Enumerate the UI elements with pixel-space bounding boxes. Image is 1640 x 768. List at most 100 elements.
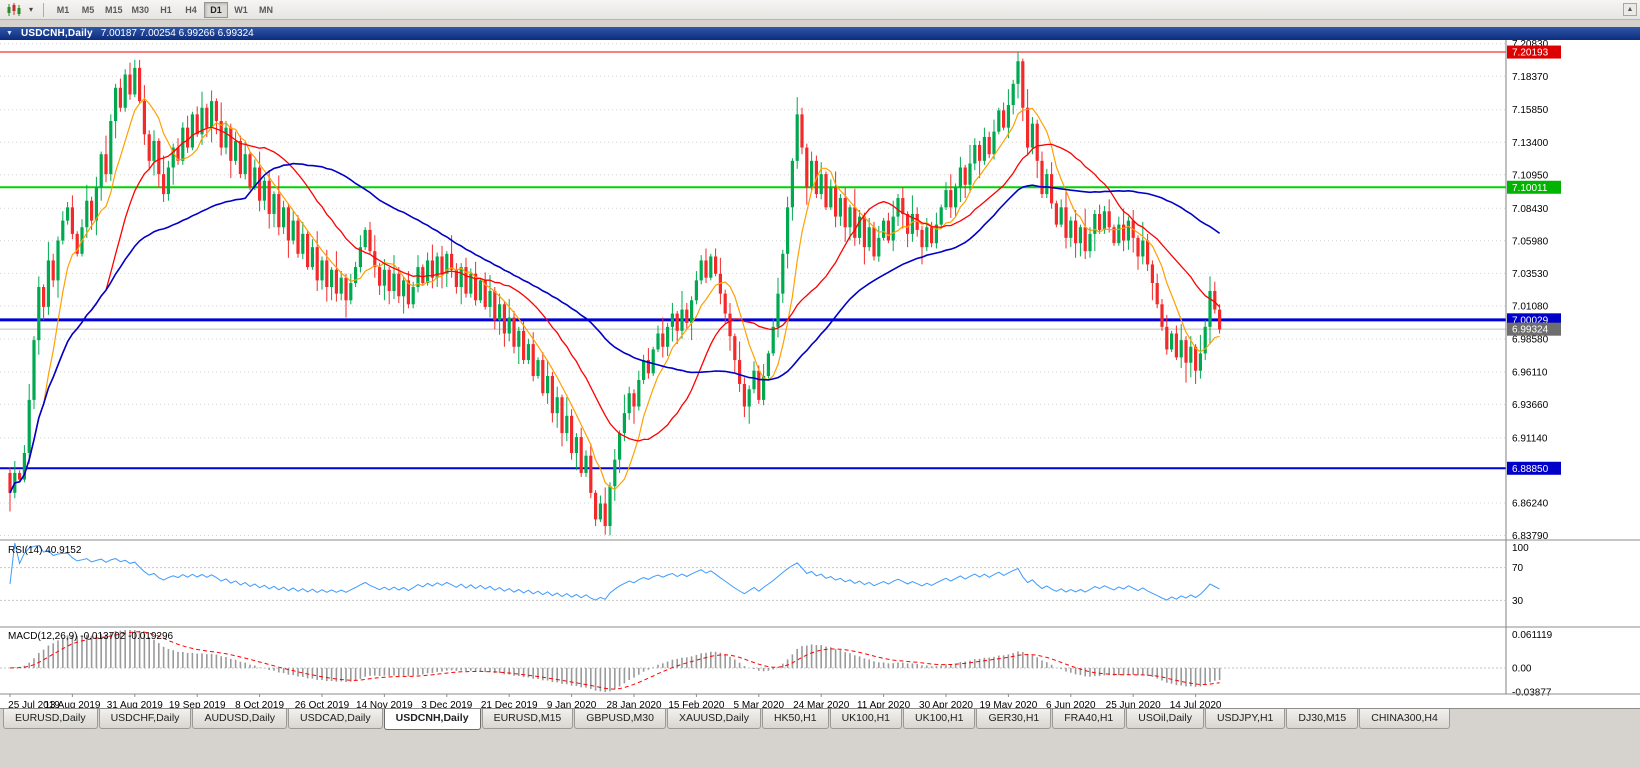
chart-title-bar[interactable]: ▼ USDCNH,Daily 7.00187 7.00254 6.99266 6…	[0, 27, 1640, 40]
chart-tab-xauusd-daily[interactable]: XAUUSD,Daily	[666, 709, 761, 729]
chart-tab-eurusd-daily[interactable]: EURUSD,Daily	[3, 709, 98, 729]
svg-text:30 Apr 2020: 30 Apr 2020	[919, 700, 973, 708]
macd-panel: 0.061119 0.00 -0.03877 MACD(12,26,9) -0.013…	[0, 630, 1553, 698]
svg-text:24 Mar 2020: 24 Mar 2020	[793, 700, 850, 708]
macd-histogram	[14, 630, 1221, 692]
candlestick-chart-type-icon[interactable]	[4, 2, 24, 18]
toolbar-overflow-button[interactable]: ▲	[1623, 3, 1637, 16]
timeframe-button-w1[interactable]: W1	[234, 4, 248, 15]
svg-text:11 Apr 2020: 11 Apr 2020	[857, 700, 911, 708]
svg-text:7.20193: 7.20193	[1512, 48, 1549, 59]
svg-text:7.08430: 7.08430	[1512, 204, 1549, 215]
svg-text:7.03530: 7.03530	[1512, 269, 1549, 280]
status-strip	[0, 731, 1640, 768]
chart-type-dropdown-icon[interactable]: ▾	[28, 5, 33, 14]
svg-text:6.86240: 6.86240	[1512, 498, 1549, 509]
svg-text:15 Feb 2020: 15 Feb 2020	[668, 700, 725, 708]
svg-text:7.01080: 7.01080	[1512, 301, 1549, 312]
timeframe-button-d1[interactable]: D1	[204, 1, 229, 18]
chart-menu-icon[interactable]: ▼	[6, 30, 13, 37]
chart-tab-uk100-h1[interactable]: UK100,H1	[829, 709, 903, 729]
chart-tab-fra40-h1[interactable]: FRA40,H1	[1052, 709, 1126, 729]
chart-title-ohlc: 7.00187 7.00254 6.99266 6.99324	[100, 28, 254, 39]
svg-text:28 Jan 2020: 28 Jan 2020	[606, 700, 661, 708]
svg-text:100: 100	[1512, 543, 1529, 554]
candlesticks	[8, 51, 1222, 536]
svg-text:30: 30	[1512, 596, 1524, 607]
rsi-label: RSI(14) 40.9152	[8, 545, 82, 556]
timeframe-button-h1[interactable]: H1	[160, 4, 172, 15]
price-gridlines	[0, 43, 1506, 536]
svg-text:0.00: 0.00	[1512, 663, 1532, 674]
svg-text:7.05980: 7.05980	[1512, 236, 1549, 247]
svg-text:6.91140: 6.91140	[1512, 433, 1548, 444]
svg-text:6.83790: 6.83790	[1512, 531, 1549, 542]
svg-text:19 May 2020: 19 May 2020	[979, 700, 1037, 708]
chart-tab-usdcad-daily[interactable]: USDCAD,Daily	[288, 709, 383, 729]
chart-tab-usdjpy-h1[interactable]: USDJPY,H1	[1204, 709, 1286, 729]
timeframe-buttons: M1 M5 M15 M30 H1 H4 D1 W1 MN	[51, 1, 278, 18]
chart-tab-usoil-daily[interactable]: USOil,Daily	[1126, 709, 1204, 729]
svg-text:7.10011: 7.10011	[1512, 183, 1548, 194]
svg-text:6 Jun 2020: 6 Jun 2020	[1046, 700, 1096, 708]
timeframe-button-m1[interactable]: M1	[56, 4, 70, 15]
moving-average-50-line	[9, 162, 1221, 494]
svg-text:21 Dec 2019: 21 Dec 2019	[481, 700, 538, 708]
toolbar-separator	[43, 2, 44, 17]
svg-text:26 Oct 2019: 26 Oct 2019	[295, 700, 350, 708]
svg-text:19 Sep 2019: 19 Sep 2019	[169, 700, 226, 708]
timeframe-button-m5[interactable]: M5	[81, 4, 95, 15]
svg-text:-0.03877: -0.03877	[1512, 687, 1552, 698]
svg-text:8 Oct 2019: 8 Oct 2019	[235, 700, 284, 708]
chart-tab-hk50-h1[interactable]: HK50,H1	[761, 709, 829, 729]
svg-text:6.98580: 6.98580	[1512, 335, 1549, 346]
svg-text:25 Jul 2019: 25 Jul 2019	[8, 700, 60, 708]
svg-text:25 Jun 2020: 25 Jun 2020	[1106, 700, 1161, 708]
svg-text:5 Mar 2020: 5 Mar 2020	[734, 700, 785, 708]
svg-text:7.00029: 7.00029	[1512, 315, 1549, 326]
svg-text:14 Jul 2020: 14 Jul 2020	[1170, 700, 1222, 708]
chart-canvas[interactable]: 7.20830 7.18370 7.15850 7.13400 7.10950 7.084…	[0, 39, 1640, 711]
chart-tab-china300-h4[interactable]: CHINA300,H4	[1359, 709, 1450, 729]
chart-title-symbol: USDCNH,Daily	[20, 28, 93, 39]
svg-text:14 Nov 2019: 14 Nov 2019	[356, 700, 413, 708]
toolbar: ▾ M1 M5 M15 M30 H1 H4 D1 W1 MN ▲	[0, 0, 1640, 20]
chart-tab-audusd-daily[interactable]: AUDUSD,Daily	[192, 709, 288, 729]
chart-tab-usdchf-daily[interactable]: USDCHF,Daily	[98, 709, 192, 729]
svg-text:7.15850: 7.15850	[1512, 105, 1549, 116]
svg-text:7.18370: 7.18370	[1512, 72, 1549, 83]
chart-tab-eurusd-m15[interactable]: EURUSD,M15	[481, 709, 574, 729]
svg-text:7.13400: 7.13400	[1512, 138, 1549, 149]
svg-text:31 Aug 2019: 31 Aug 2019	[107, 700, 164, 708]
chart-tab-gbpusd-m30[interactable]: GBPUSD,M30	[574, 709, 666, 729]
svg-text:6.96110: 6.96110	[1512, 367, 1548, 378]
macd-label: MACD(12,26,9) -0.013702 -0.019296	[8, 631, 174, 642]
chart-tab-ger30-h1[interactable]: GER30,H1	[976, 709, 1052, 729]
rsi-line	[9, 543, 1220, 601]
chart-tab-dj30-m15[interactable]: DJ30,M15	[1286, 709, 1359, 729]
svg-text:0.061119: 0.061119	[1512, 630, 1553, 641]
timeframe-button-m30[interactable]: M30	[131, 4, 150, 15]
timeframe-button-h4[interactable]: H4	[185, 4, 197, 15]
rsi-panel: 100 70 30 RSI(14) 40.9152	[0, 543, 1529, 607]
svg-text:7.20830: 7.20830	[1512, 40, 1549, 50]
timeframe-button-m15[interactable]: M15	[105, 4, 123, 15]
moving-average-21-line	[9, 126, 1221, 494]
svg-text:7.10950: 7.10950	[1512, 170, 1549, 181]
chart-background	[0, 40, 1640, 708]
chart-tab-uk100-h1[interactable]: UK100,H1	[903, 709, 976, 729]
chart-tab-usdcnh-daily[interactable]: USDCNH,Daily	[383, 709, 481, 730]
chart-tab-bar: EURUSD,Daily USDCHF,Daily AUDUSD,Daily USDC…	[0, 708, 1640, 731]
svg-text:3 Dec 2019: 3 Dec 2019	[421, 700, 473, 708]
svg-text:6.93660: 6.93660	[1512, 400, 1549, 411]
macd-signal-line	[9, 631, 1220, 690]
svg-text:9 Jan 2020: 9 Jan 2020	[547, 700, 597, 708]
price-scale[interactable]: 7.20830 7.18370 7.15850 7.13400 7.10950 7.084…	[1505, 39, 1640, 694]
svg-text:13 Aug 2019: 13 Aug 2019	[44, 700, 101, 708]
svg-text:6.99324: 6.99324	[1512, 325, 1549, 336]
svg-text:6.88850: 6.88850	[1512, 464, 1549, 475]
chart-area[interactable]: 7.20830 7.18370 7.15850 7.13400 7.10950 7.084…	[0, 39, 1640, 711]
svg-text:70: 70	[1512, 563, 1524, 574]
timeframe-button-mn[interactable]: MN	[259, 4, 274, 15]
